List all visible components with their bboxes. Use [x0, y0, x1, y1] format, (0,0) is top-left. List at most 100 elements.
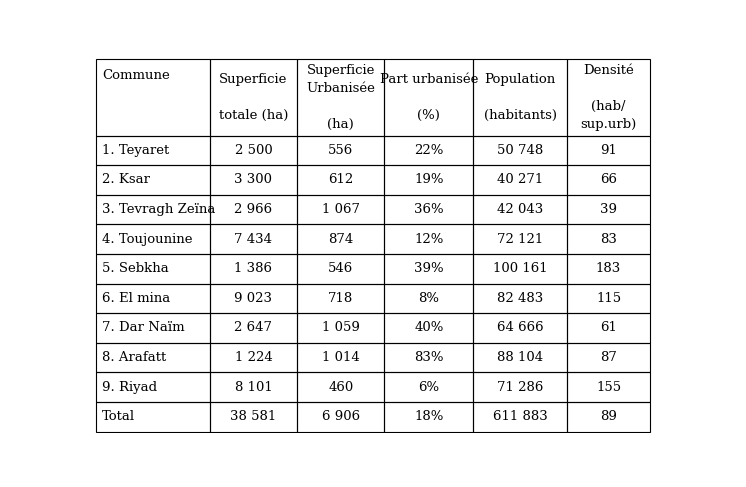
Text: 8%: 8%: [419, 292, 439, 305]
Bar: [210, 313, 297, 343]
Text: 874: 874: [328, 233, 354, 245]
Text: 87: 87: [600, 351, 617, 364]
Bar: [473, 373, 567, 402]
Text: 1 067: 1 067: [322, 203, 360, 216]
Bar: [473, 402, 567, 431]
Bar: [210, 135, 297, 165]
Text: 18%: 18%: [414, 410, 444, 423]
Text: 22%: 22%: [414, 144, 444, 157]
Bar: [210, 283, 297, 313]
Text: 88 104: 88 104: [497, 351, 543, 364]
Bar: [567, 195, 651, 225]
Bar: [210, 225, 297, 254]
Text: 6%: 6%: [419, 381, 439, 393]
Text: 71 286: 71 286: [497, 381, 543, 393]
Bar: [297, 225, 384, 254]
Text: 1 386: 1 386: [234, 262, 272, 275]
Bar: [96, 343, 210, 373]
Bar: [473, 343, 567, 373]
Bar: [567, 343, 651, 373]
Text: 89: 89: [600, 410, 617, 423]
Bar: [473, 59, 567, 135]
Bar: [384, 402, 473, 431]
Bar: [473, 165, 567, 195]
Text: 8. Arafatt: 8. Arafatt: [102, 351, 166, 364]
Bar: [384, 135, 473, 165]
Text: 42 043: 42 043: [497, 203, 543, 216]
Bar: [297, 373, 384, 402]
Bar: [567, 165, 651, 195]
Text: 7. Dar Naïm: 7. Dar Naïm: [102, 321, 184, 335]
Text: 546: 546: [328, 262, 354, 275]
Bar: [96, 225, 210, 254]
Bar: [567, 59, 651, 135]
Bar: [96, 373, 210, 402]
Text: 2. Ksar: 2. Ksar: [102, 173, 150, 187]
Bar: [567, 225, 651, 254]
Text: 8 101: 8 101: [234, 381, 272, 393]
Text: 2 647: 2 647: [234, 321, 272, 335]
Text: 612: 612: [328, 173, 354, 187]
Text: 460: 460: [328, 381, 354, 393]
Bar: [384, 195, 473, 225]
Text: 1 224: 1 224: [234, 351, 272, 364]
Bar: [567, 254, 651, 283]
Bar: [96, 59, 210, 135]
Bar: [96, 254, 210, 283]
Text: 40%: 40%: [414, 321, 444, 335]
Text: 39%: 39%: [414, 262, 444, 275]
Text: 6. El mina: 6. El mina: [102, 292, 170, 305]
Text: 2 966: 2 966: [234, 203, 272, 216]
Text: 611 883: 611 883: [493, 410, 548, 423]
Text: 83: 83: [600, 233, 617, 245]
Bar: [473, 135, 567, 165]
Bar: [384, 313, 473, 343]
Bar: [297, 165, 384, 195]
Bar: [297, 343, 384, 373]
Text: 66: 66: [600, 173, 617, 187]
Bar: [210, 402, 297, 431]
Text: 72 121: 72 121: [497, 233, 543, 245]
Text: Part urbanisée

(%): Part urbanisée (%): [380, 73, 478, 122]
Bar: [210, 343, 297, 373]
Text: 38 581: 38 581: [231, 410, 277, 423]
Text: Commune: Commune: [102, 69, 169, 81]
Bar: [473, 225, 567, 254]
Bar: [297, 402, 384, 431]
Bar: [210, 195, 297, 225]
Text: 12%: 12%: [414, 233, 444, 245]
Bar: [96, 135, 210, 165]
Text: 50 748: 50 748: [497, 144, 543, 157]
Bar: [473, 283, 567, 313]
Text: 5. Sebkha: 5. Sebkha: [102, 262, 169, 275]
Bar: [384, 59, 473, 135]
Text: 40 271: 40 271: [497, 173, 543, 187]
Bar: [210, 59, 297, 135]
Text: 36%: 36%: [414, 203, 444, 216]
Text: 183: 183: [596, 262, 621, 275]
Bar: [384, 373, 473, 402]
Text: Superficie
Urbanisée

(ha): Superficie Urbanisée (ha): [307, 64, 375, 131]
Text: Superficie

totale (ha): Superficie totale (ha): [219, 73, 288, 122]
Bar: [567, 135, 651, 165]
Bar: [567, 373, 651, 402]
Bar: [96, 283, 210, 313]
Bar: [297, 135, 384, 165]
Text: 61: 61: [600, 321, 617, 335]
Bar: [384, 165, 473, 195]
Text: 115: 115: [596, 292, 621, 305]
Bar: [384, 254, 473, 283]
Text: 9 023: 9 023: [234, 292, 272, 305]
Bar: [297, 195, 384, 225]
Bar: [210, 254, 297, 283]
Bar: [567, 402, 651, 431]
Bar: [297, 59, 384, 135]
Bar: [567, 313, 651, 343]
Text: 100 161: 100 161: [493, 262, 548, 275]
Text: 19%: 19%: [414, 173, 444, 187]
Bar: [297, 283, 384, 313]
Bar: [210, 373, 297, 402]
Text: 3 300: 3 300: [234, 173, 272, 187]
Text: 4. Toujounine: 4. Toujounine: [102, 233, 192, 245]
Bar: [384, 225, 473, 254]
